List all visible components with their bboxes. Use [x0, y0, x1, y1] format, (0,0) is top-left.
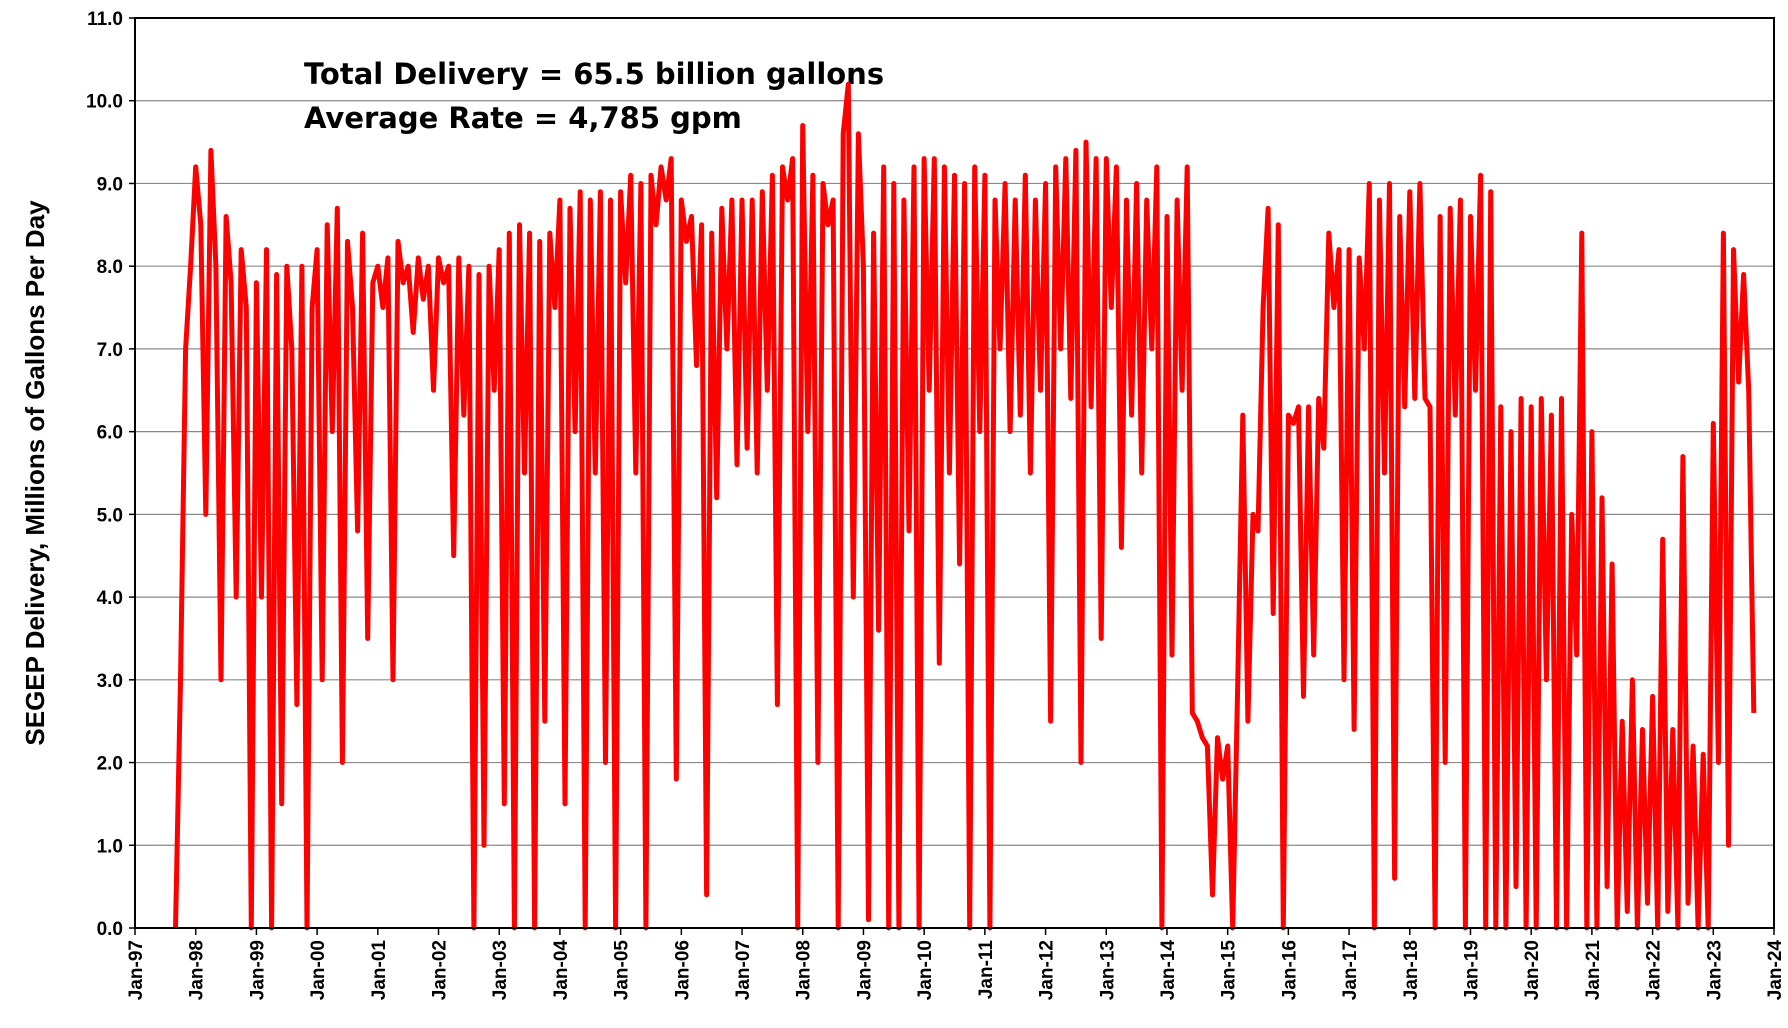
x-tick-label: Jan-07	[733, 940, 754, 1000]
x-tick-label: Jan-22	[1644, 940, 1665, 1000]
y-tick-label: 5.0	[97, 505, 123, 526]
x-tick-label: Jan-98	[187, 940, 208, 1000]
x-tick-label: Jan-01	[369, 940, 390, 1001]
y-tick-label: 10.0	[86, 92, 123, 113]
y-tick-label: 11.0	[87, 9, 123, 30]
x-tick-label: Jan-06	[672, 940, 693, 1000]
x-tick-label: Jan-99	[247, 940, 268, 1000]
x-tick-label: Jan-24	[1765, 940, 1786, 1001]
x-tick-label: Jan-97	[126, 940, 147, 1000]
y-tick-label: 3.0	[97, 671, 123, 692]
x-tick-label: Jan-12	[1037, 940, 1058, 1000]
y-tick-label: 9.0	[97, 174, 123, 195]
x-tick-label: Jan-03	[490, 940, 511, 1000]
y-tick-label: 7.0	[97, 340, 123, 361]
x-tick-label: Jan-08	[794, 940, 815, 1000]
y-tick-label: 2.0	[97, 754, 123, 775]
x-tick-label: Jan-13	[1097, 940, 1118, 1000]
x-tick-label: Jan-10	[915, 940, 936, 1000]
x-tick-label: Jan-21	[1583, 940, 1604, 1001]
y-tick-label: 6.0	[97, 423, 123, 444]
data-line	[173, 81, 1757, 931]
x-tick-label: Jan-15	[1219, 940, 1240, 1001]
x-tick-label: Jan-09	[854, 940, 875, 1000]
y-tick-label: 4.0	[97, 588, 123, 609]
y-tick-label: 1.0	[97, 836, 123, 857]
x-tick-label: Jan-20	[1522, 940, 1543, 1000]
y-tick-label: 0.0	[97, 919, 123, 940]
annotation: Average Rate = 4,785 gpm	[304, 101, 742, 135]
x-tick-label: Jan-19	[1461, 940, 1482, 1000]
x-tick-label: Jan-23	[1704, 940, 1725, 1000]
plot-frame	[134, 17, 1775, 929]
x-tick-label: Jan-14	[1158, 940, 1179, 1001]
x-tick-label: Jan-16	[1279, 940, 1300, 1000]
y-tick-label: 8.0	[97, 257, 123, 278]
annotation: Total Delivery = 65.5 billion gallons	[304, 57, 884, 91]
x-tick-label: Jan-11	[976, 940, 997, 1000]
x-tick-label: Jan-00	[308, 940, 329, 1000]
x-tick-label: Jan-02	[430, 940, 451, 1000]
x-tick-label: Jan-04	[551, 940, 572, 1001]
y-axis-label: SEGEP Delivery, Millions of Gallons Per …	[20, 200, 50, 746]
x-tick-label: Jan-17	[1340, 940, 1361, 1000]
x-tick-label: Jan-05	[612, 940, 633, 1001]
x-tick-label: Jan-18	[1401, 940, 1422, 1000]
